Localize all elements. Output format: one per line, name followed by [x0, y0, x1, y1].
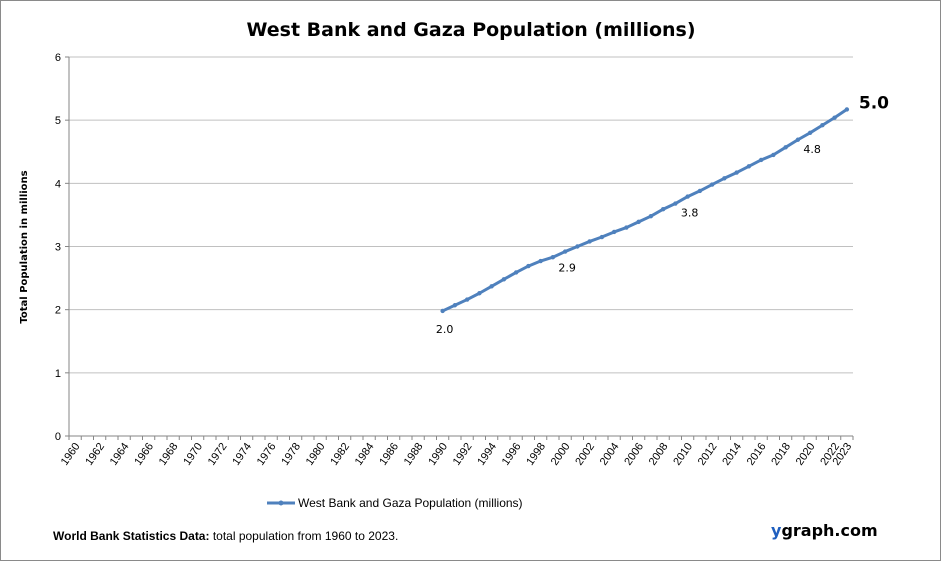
- data-point: [489, 284, 494, 289]
- data-point: [673, 201, 678, 206]
- x-tick-label: 1960: [59, 441, 83, 468]
- source-label: World Bank Statistics Data:: [53, 529, 210, 543]
- brand-rest: graph.com: [781, 521, 878, 540]
- x-tick-label: 2000: [549, 441, 573, 468]
- data-point: [550, 255, 556, 260]
- x-tick-label: 2008: [647, 441, 671, 468]
- x-tick-label: 1962: [83, 441, 107, 468]
- x-tick-label: 1980: [304, 441, 328, 468]
- data-point: [526, 263, 531, 269]
- y-tick-label: 5: [55, 115, 61, 127]
- data-label: 2.0: [436, 323, 454, 336]
- data-point: [697, 188, 703, 194]
- chart-title: West Bank and Gaza Population (millions): [246, 19, 695, 41]
- x-tick-label: 1984: [353, 441, 377, 468]
- data-point: [648, 213, 654, 219]
- data-point: [624, 225, 629, 230]
- x-tick-label: 1994: [475, 441, 499, 468]
- data-point: [660, 207, 666, 212]
- x-tick-label: 1976: [255, 441, 279, 468]
- data-label: 4.8: [803, 143, 821, 156]
- x-tick-label: 2014: [720, 441, 744, 468]
- data-label: 5.0: [859, 93, 889, 113]
- data-point: [501, 277, 507, 282]
- y-tick-label: 0: [55, 431, 61, 443]
- x-tick-label: 2002: [573, 441, 597, 468]
- legend-label: West Bank and Gaza Population (millions): [298, 496, 523, 510]
- x-tick-label: 1972: [206, 441, 230, 468]
- y-tick-label: 1: [55, 368, 61, 380]
- data-point: [538, 258, 543, 264]
- brand-y: y: [771, 521, 782, 540]
- data-point: [464, 297, 470, 302]
- data-point: [758, 157, 764, 163]
- data-point: [807, 130, 813, 135]
- x-tick-label: 1988: [402, 441, 426, 468]
- data-point: [575, 244, 580, 249]
- x-tick-label: 2016: [745, 441, 769, 468]
- source-note: World Bank Statistics Data: total popula…: [53, 529, 398, 543]
- data-point: [477, 291, 482, 296]
- x-tick-label: 1990: [426, 441, 450, 468]
- y-tick-label: 4: [55, 178, 61, 190]
- x-tick-label: 1964: [108, 441, 132, 468]
- x-tick-label: 1998: [524, 441, 548, 468]
- x-tick-label: 2004: [598, 441, 622, 468]
- source-text: total population from 1960 to 2023.: [209, 529, 399, 543]
- y-tick-label: 2: [55, 305, 61, 317]
- x-tick-label: 1966: [132, 441, 156, 468]
- x-tick-label: 1974: [230, 441, 254, 468]
- data-point: [452, 303, 458, 308]
- data-point: [685, 194, 690, 199]
- data-point: [709, 182, 715, 187]
- data-point: [795, 137, 801, 142]
- legend-point-marker: [278, 500, 284, 506]
- x-tick-label: 2020: [794, 441, 818, 468]
- legend: West Bank and Gaza Population (millions): [267, 496, 523, 510]
- x-tick-label: 1996: [500, 441, 524, 468]
- data-point: [783, 145, 788, 150]
- x-tick-label: 1992: [451, 441, 475, 468]
- y-axis-label: Total Population in millions: [19, 170, 30, 323]
- x-tick-label: 1968: [157, 441, 181, 468]
- x-tick-label: 1978: [279, 441, 303, 468]
- data-point: [611, 229, 617, 235]
- brand-logo: ygraph.com: [771, 521, 878, 540]
- data-point: [722, 176, 727, 181]
- data-point: [636, 219, 641, 225]
- data-point: [844, 107, 850, 112]
- y-tick-label: 3: [55, 242, 61, 254]
- data-label: 3.8: [681, 207, 699, 220]
- data-point: [832, 115, 837, 120]
- data-point: [746, 164, 752, 169]
- data-point: [599, 234, 605, 240]
- y-tick-label: 6: [55, 52, 61, 64]
- x-tick-label: 2018: [769, 441, 793, 468]
- data-point: [771, 152, 776, 158]
- data-point: [820, 123, 825, 128]
- x-tick-label: 2010: [671, 441, 695, 468]
- x-tick-label: 2006: [622, 441, 646, 468]
- data-point: [440, 308, 445, 314]
- x-tick-label: 1970: [181, 441, 205, 468]
- data-label: 2.9: [558, 262, 576, 275]
- data-point: [587, 239, 592, 244]
- data-point: [562, 249, 568, 254]
- series-line: [441, 108, 848, 313]
- x-tick-label: 2012: [696, 441, 720, 468]
- data-point: [513, 270, 519, 275]
- x-tick-label: 1986: [377, 441, 401, 468]
- data-point: [734, 170, 739, 175]
- x-tick-label: 1982: [328, 441, 352, 468]
